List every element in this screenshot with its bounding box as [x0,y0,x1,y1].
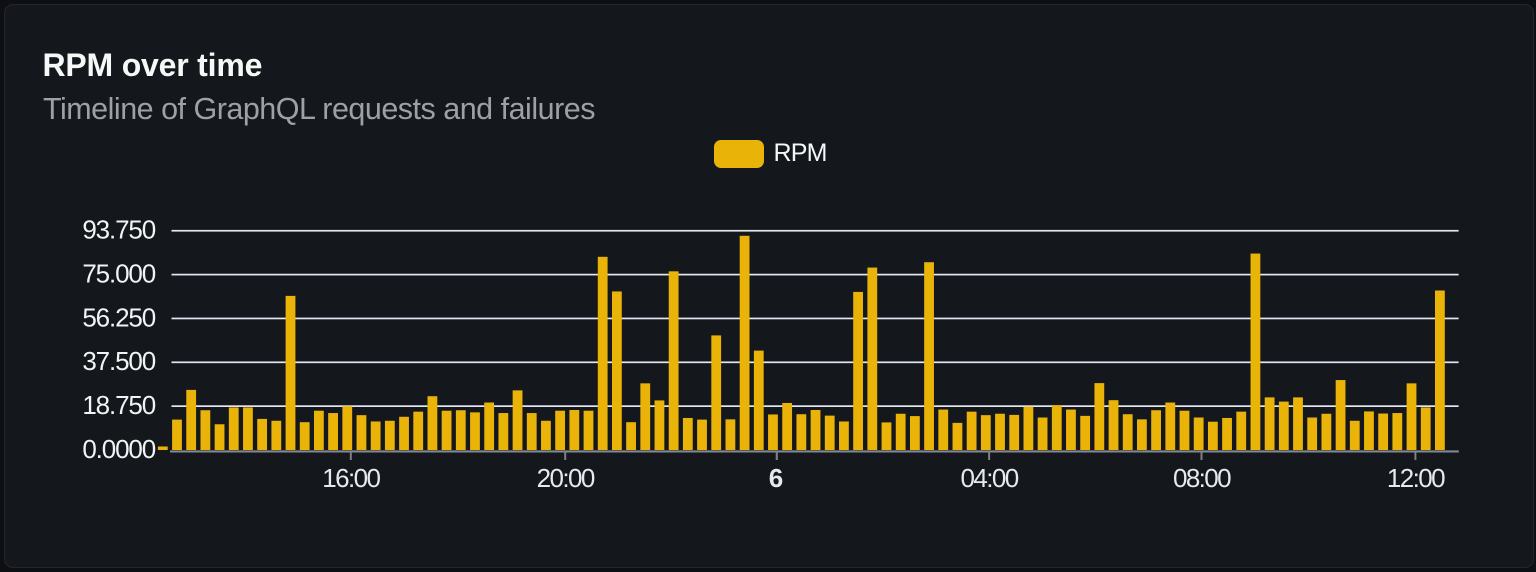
svg-text:18.750: 18.750 [82,390,155,420]
svg-text:16:00: 16:00 [322,463,380,493]
svg-text:0.0000: 0.0000 [82,434,155,464]
svg-text:12:00: 12:00 [1387,463,1445,493]
svg-text:37.500: 37.500 [82,346,155,376]
svg-text:04:00: 04:00 [961,463,1019,493]
svg-text:56.250: 56.250 [82,302,155,332]
svg-text:08:00: 08:00 [1173,463,1231,493]
svg-text:20:00: 20:00 [537,463,595,493]
svg-text:6: 6 [769,463,783,493]
svg-text:75.000: 75.000 [82,258,155,288]
svg-text:93.750: 93.750 [82,215,155,245]
